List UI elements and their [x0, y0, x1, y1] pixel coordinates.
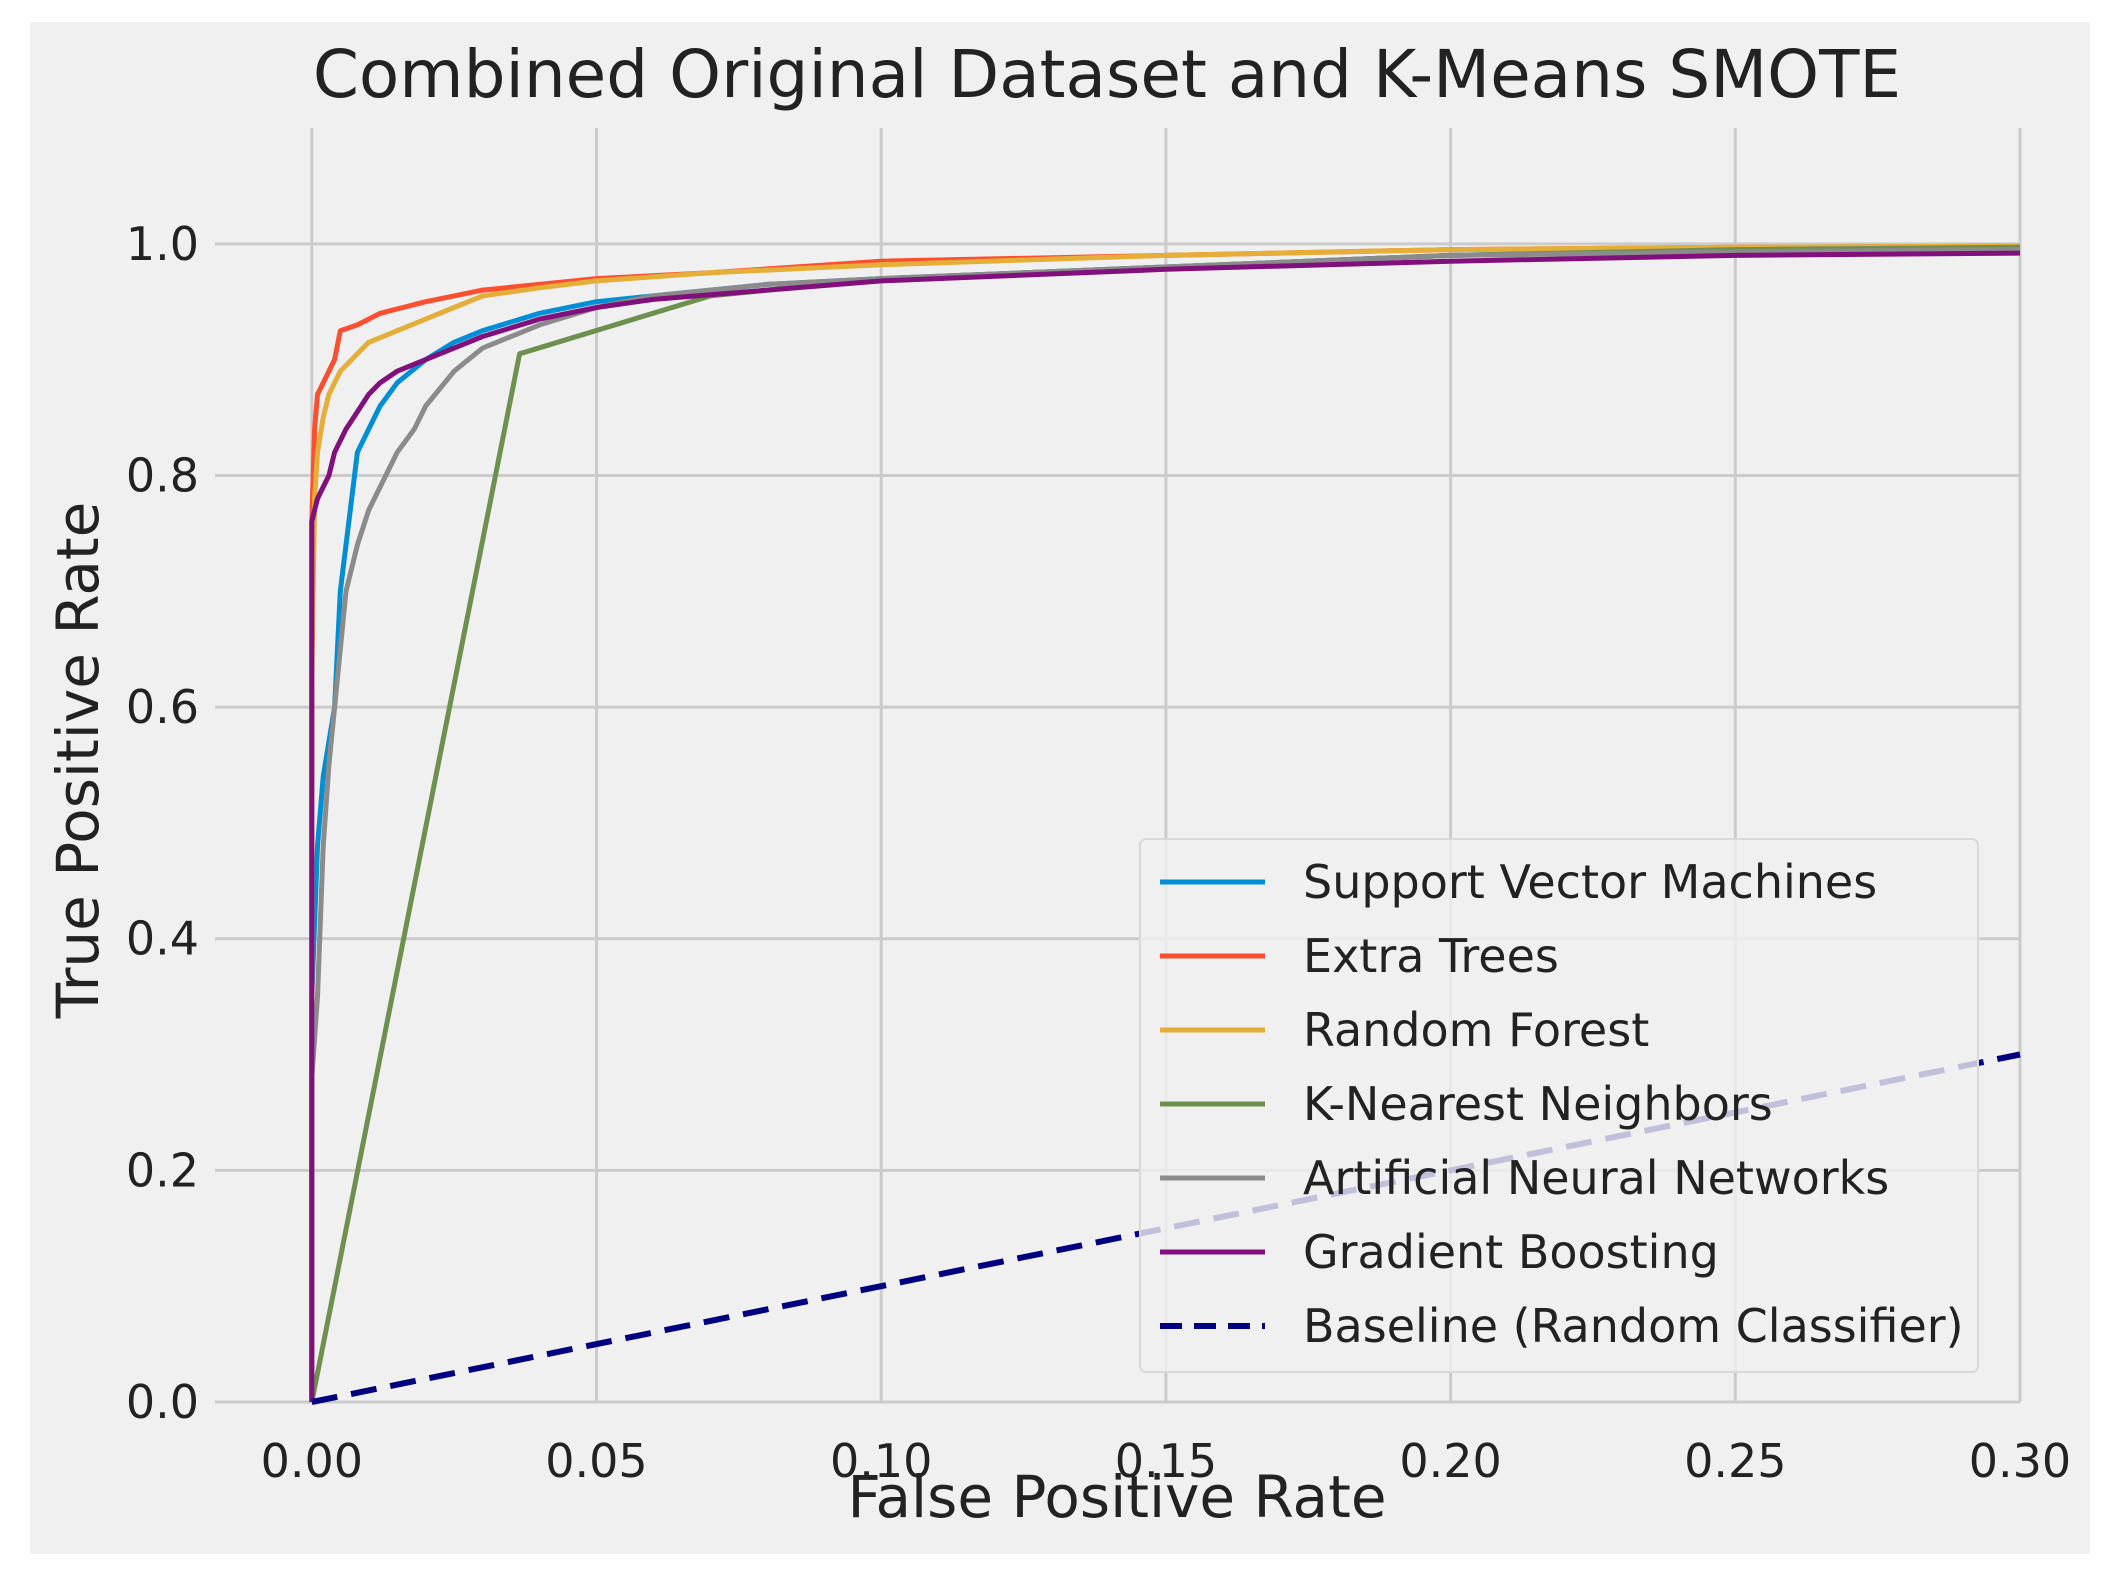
series-line-gradient-boosting [309, 250, 2021, 1402]
y-tick-label: 0.0 [126, 1375, 199, 1429]
legend-label: K-Nearest Neighbors [1303, 1077, 1773, 1131]
x-axis-label: False Positive Rate [847, 1463, 1386, 1531]
y-tick-label: 0.6 [126, 680, 199, 734]
legend-label: Extra Trees [1303, 929, 1559, 983]
chart-title: Combined Original Dataset and K-Means SM… [313, 36, 1901, 113]
y-tick-label: 0.2 [126, 1143, 199, 1197]
x-tick-label: 0.10 [830, 1434, 932, 1488]
x-tick-label: 0.05 [545, 1434, 647, 1488]
legend: Support Vector Machines Extra Trees Random… [1139, 838, 1979, 1373]
legend-label: Baseline (Random Classifier) [1303, 1299, 1964, 1353]
legend-label: Artificial Neural Networks [1303, 1151, 1889, 1205]
x-tick-label: 0.30 [1969, 1434, 2071, 1488]
x-tick-label: 0.25 [1684, 1434, 1786, 1488]
x-tick-label: 0.20 [1399, 1434, 1501, 1488]
y-tick-label: 0.4 [126, 912, 199, 966]
series-lines [309, 243, 2021, 1405]
series-line-random-forest [309, 243, 2021, 1402]
legend-entries: Support Vector Machines Extra Trees Random… [1160, 855, 1964, 1353]
legend-box [1139, 838, 1979, 1373]
tick-labels: 0.00 0.05 0.10 0.15 0.20 0.25 0.30 0.0 0.2 0.4 0.6… [126, 217, 2071, 1488]
legend-label: Support Vector Machines [1303, 855, 1877, 909]
x-tick-label: 0.15 [1115, 1434, 1217, 1488]
legend-label: Gradient Boosting [1303, 1225, 1719, 1279]
legend-label: Random Forest [1303, 1003, 1649, 1057]
y-axis-label: True Positive Rate [44, 502, 112, 1020]
y-tick-label: 1.0 [126, 217, 199, 271]
y-tick-label: 0.8 [126, 448, 199, 502]
x-tick-label: 0.00 [261, 1434, 363, 1488]
